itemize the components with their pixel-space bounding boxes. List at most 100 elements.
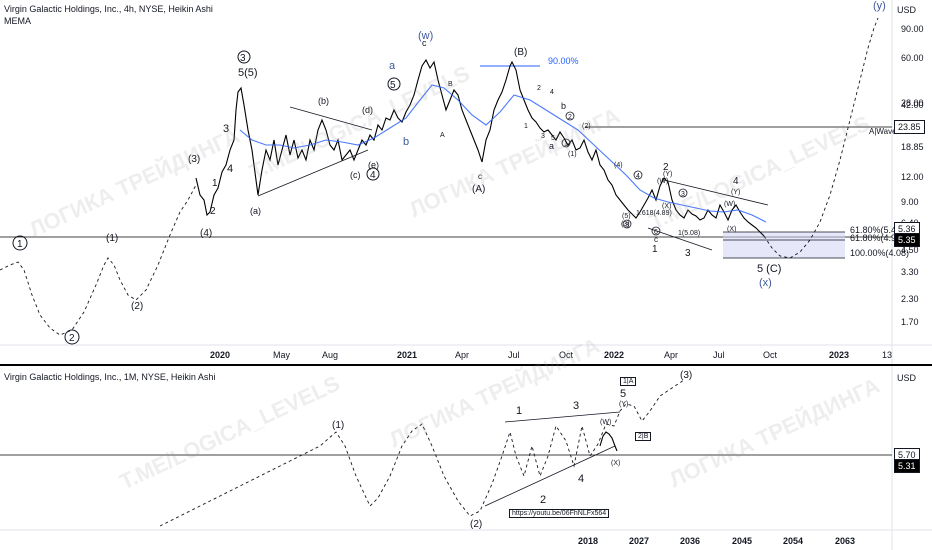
wave-label: (W) — [657, 178, 668, 185]
wave-box-1a: 1|A — [620, 377, 637, 386]
wave-label: 4 — [227, 163, 233, 175]
wave-label: 3 — [685, 248, 691, 259]
price-tag-536: 5.36 — [894, 222, 920, 236]
bottom-chart-svg: (1) (2) (3) 1 2 3 4 5 (Y) (W) (X) 2018 2… — [0, 366, 932, 550]
wave-label: 2 — [663, 162, 669, 173]
wave-label: (1) — [332, 420, 344, 431]
x-tick: 2036 — [680, 536, 700, 546]
x-tick: Oct — [763, 350, 778, 360]
wave-label: (b) — [318, 96, 329, 106]
wave-circle — [633, 170, 643, 180]
wave-box-2b: 2|B — [635, 432, 652, 441]
wave-circle — [651, 226, 661, 236]
price-tag-535: 5.35 — [894, 233, 920, 247]
wave-label: (W) — [724, 201, 735, 208]
y-tick: 18.85 — [901, 142, 924, 152]
wave-label: (W) — [600, 419, 611, 426]
wave-label: (Y) — [619, 401, 628, 408]
price-line — [195, 58, 765, 237]
x-tick: May — [273, 350, 291, 360]
chart-line — [663, 179, 769, 206]
wave-label: 5 — [551, 135, 555, 142]
x-tick: Aug — [322, 350, 338, 360]
bottom-chart-title: Virgin Galactic Holdings, Inc., 1M, NYSE… — [4, 372, 216, 382]
wave-circle — [561, 138, 571, 148]
wave-label: (x) — [759, 277, 772, 289]
wave-label: (3) — [188, 154, 200, 165]
y-tick: 28.00 — [901, 98, 924, 108]
fib-label: 100.00%(4.08) — [850, 248, 909, 258]
wave-label: 4 — [733, 176, 739, 187]
wave-circle — [64, 329, 80, 345]
y-tick: 90.00 — [901, 24, 924, 34]
bottom-currency: USD — [897, 373, 917, 383]
wave-label: c — [654, 235, 658, 244]
x-tick: 2021 — [397, 350, 417, 360]
awave-label: A|Wave — [869, 127, 897, 136]
wave-label: (4) — [614, 162, 623, 169]
wave-label: 3 — [240, 53, 246, 64]
wave-circle — [366, 167, 380, 181]
wave-circle — [622, 219, 632, 229]
x-tick: 13 — [882, 350, 892, 360]
bottom-chart-pane[interactable]: Virgin Galactic Holdings, Inc., 1M, NYSE… — [0, 366, 932, 550]
price-tag-2385: 23.85 — [894, 120, 925, 134]
top-y-axis: 90.00 60.00 42.00 42.00 42.00 28.00 18.8… — [901, 24, 924, 327]
wave-label: c — [478, 172, 482, 181]
top-chart-title: Virgin Galactic Holdings, Inc., 4h, NYSE… — [4, 4, 213, 14]
top-chart-svg: 90.00 60.00 42.00 42.00 42.00 28.00 18.8… — [0, 0, 932, 364]
chart-line — [257, 149, 369, 197]
projection-path — [159, 379, 685, 527]
bottom-x-axis: 2018 2027 2036 2045 2054 2063 — [578, 536, 855, 546]
wave-label: 4 — [578, 473, 584, 485]
wave-label: 1 — [564, 141, 568, 148]
wave-label: 3 — [541, 133, 545, 140]
fib-label: 61.80%(4.90) — [850, 233, 904, 243]
y-tick: 2.30 — [901, 294, 919, 304]
wave-label: (e) — [368, 160, 379, 170]
wave-label: (1) — [106, 233, 118, 244]
x-tick: 2020 — [210, 350, 230, 360]
wave-label: 3 — [223, 123, 229, 135]
pane-divider[interactable] — [0, 364, 932, 366]
wave-circle — [387, 77, 401, 91]
wave-label: 2 — [537, 85, 541, 92]
chart-line — [289, 106, 373, 131]
wave-label: A — [440, 132, 445, 139]
wave-label: (3) — [680, 370, 692, 381]
wave-label: (2) — [582, 123, 591, 130]
wave-label: (c) — [350, 170, 361, 180]
wave-label: 4 — [550, 89, 554, 96]
x-tick: 2063 — [835, 536, 855, 546]
x-tick: 2054 — [783, 536, 803, 546]
wave-label: 1 — [212, 178, 218, 189]
top-chart-pane[interactable]: Virgin Galactic Holdings, Inc., 4h, NYSE… — [0, 0, 932, 364]
wave-label: 4 — [370, 170, 376, 181]
wave-label: (X) — [611, 460, 620, 467]
x-tick: 2018 — [578, 536, 598, 546]
wave-label: a — [549, 141, 554, 151]
fib-label: 61.80%(5.42) — [850, 225, 904, 235]
wave-label: (B) — [514, 47, 527, 58]
wave-label: 2 — [69, 333, 75, 344]
wave-label: 1 — [524, 123, 528, 130]
price-tag-531: 5.31 — [894, 459, 920, 473]
wave-label: 2 — [540, 494, 546, 506]
wave-label: 1 — [516, 405, 522, 417]
y-tick: 12.00 — [901, 172, 924, 182]
x-tick: 2022 — [604, 350, 624, 360]
wave-label: 5 — [390, 80, 396, 91]
wave-label: 5 — [620, 388, 626, 400]
y-tick: 60.00 — [901, 53, 924, 63]
wave-label: 5(5) — [238, 67, 258, 79]
youtube-link[interactable]: https://youtu.be/06FhNLFx564 — [509, 509, 610, 518]
wave-label: (X) — [727, 226, 736, 233]
x-tick: 2027 — [629, 536, 649, 546]
indicator-label: MEMA — [4, 16, 31, 26]
fib-90-label: 90.00% — [548, 56, 579, 66]
chart-line — [504, 411, 621, 423]
projection-path-future — [763, 17, 879, 259]
wave-label: 3 — [625, 222, 629, 229]
top-currency: USD — [897, 5, 917, 15]
projection-path — [0, 184, 197, 336]
